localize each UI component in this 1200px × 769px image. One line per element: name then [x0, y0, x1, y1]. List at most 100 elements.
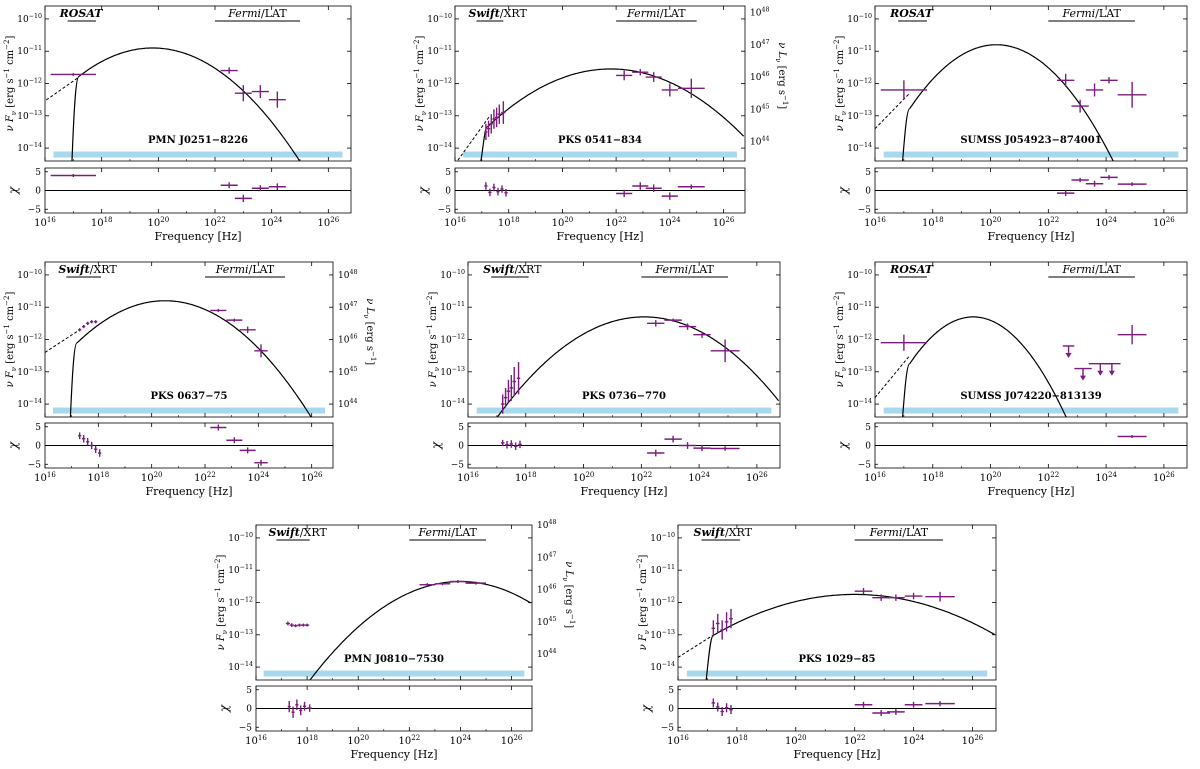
chi-tick-label: 5	[865, 168, 871, 178]
right-tick-label: 1045	[537, 616, 556, 628]
y-tick-label: 10−13	[650, 629, 675, 641]
y-tick-label: 10−11	[847, 301, 872, 313]
unabsorbed-extrapolation	[45, 329, 80, 353]
upper-limit-arrow	[1080, 375, 1086, 381]
sed-data-point	[887, 594, 905, 601]
sed-data-point	[268, 91, 286, 108]
residual-point	[291, 706, 295, 718]
chi-tick-label: 5	[246, 686, 252, 696]
residual-point	[226, 437, 243, 444]
right-tick-label: 1044	[537, 648, 556, 660]
x-tick-label: 1018	[922, 216, 944, 229]
residual-point	[904, 701, 923, 708]
residual-point	[295, 699, 299, 710]
xray-instrument-label: ROSAT	[889, 7, 934, 20]
sed-data-point	[925, 591, 955, 602]
y-tick-label: 10−12	[228, 597, 253, 609]
absorbed-model-curve	[69, 342, 78, 417]
sed-data-point	[632, 68, 649, 76]
sed-data-point	[1117, 324, 1147, 345]
upper-limit	[1062, 345, 1075, 358]
x-tick-label: 1020	[552, 216, 574, 229]
x-tick-label: 1024	[1095, 471, 1117, 484]
residual-point	[505, 441, 509, 449]
chi-tick-label: 0	[865, 442, 871, 452]
sed-data-point	[301, 623, 306, 627]
chi-axis-label: χ	[416, 186, 430, 195]
x-tick-label: 1026	[1153, 216, 1175, 229]
residual-point	[677, 184, 705, 189]
right-tick-label: 1044	[338, 398, 357, 410]
sed-data-point	[234, 85, 252, 102]
sed-data-point	[492, 109, 496, 129]
residual-point	[496, 187, 500, 196]
y-axis-label: ν Fν [erg s−1 cm−2]	[833, 36, 848, 132]
x-tick-label: 1026	[746, 471, 768, 484]
residual-point	[234, 194, 252, 203]
chi-tick-label: 0	[246, 705, 252, 715]
y-axis-label: ν Fν [erg s−1 cm−2]	[3, 36, 18, 132]
y-axis-label: ν Fν [erg s−1 cm−2]	[3, 292, 18, 388]
y-tick-label: 10−14	[650, 661, 675, 673]
x-tick-label: 1022	[605, 216, 627, 229]
chi-tick-label: 5	[668, 686, 674, 696]
sed-panel: 1016 1018 1020 1022 1024 1026 10−14 10−13 10−12 1…	[3, 261, 377, 498]
x-tick-label: 1018	[922, 471, 944, 484]
residual-point	[488, 188, 492, 197]
sed-data-point	[693, 331, 711, 338]
sensitivity-band	[53, 151, 343, 158]
x-axis-label: Frequency [Hz]	[155, 230, 242, 243]
residual-point	[303, 701, 307, 711]
x-tick-label: 1026	[501, 734, 523, 747]
x-tick-label: 1022	[1038, 216, 1060, 229]
sed-data-point	[239, 326, 256, 334]
upper-limit-arrow	[1065, 352, 1072, 358]
sed-data-point	[82, 324, 86, 329]
sed-data-point	[210, 308, 227, 313]
sensitivity-band	[463, 151, 737, 158]
sed-data-point	[450, 580, 466, 584]
sed-data-point	[1071, 99, 1089, 113]
sensitivity-band	[686, 670, 988, 677]
y-tick-label: 10−10	[17, 269, 42, 281]
x-tick-label: 1020	[785, 734, 807, 747]
sed-data-point	[434, 582, 451, 586]
chi-tick-label: −5	[858, 205, 872, 215]
residual-point	[729, 705, 733, 715]
residual-point	[98, 449, 102, 457]
sed-data-point	[495, 107, 499, 128]
sed-data-point	[678, 323, 697, 330]
y-tick-label: 10−11	[847, 45, 872, 57]
x-tick-label: 1024	[1095, 216, 1117, 229]
sed-data-point	[509, 375, 514, 401]
y-tick-label: 10−10	[228, 532, 253, 544]
residual-point	[78, 432, 82, 440]
chi-tick-label: −5	[239, 723, 253, 733]
y-axis-label: ν Fν [erg s−1 cm−2]	[426, 292, 441, 388]
x-tick-label: 1022	[844, 734, 866, 747]
chi-tick-label: −5	[28, 460, 42, 470]
sed-data-point	[904, 592, 923, 600]
sed-panel: 1016 1018 1020 1022 1024 1026 10−14 10−13 10−12 1…	[833, 261, 1188, 498]
x-axis-label: Frequency [Hz]	[988, 485, 1075, 498]
y-tick-label: 10−10	[17, 13, 42, 25]
residual-point	[500, 185, 504, 193]
sed-panel: 1016 1018 1020 1022 1024 1026 10−14 10−13 10−12 1…	[833, 5, 1188, 243]
x-tick-label: 1016	[667, 734, 689, 747]
gamma-instrument-label: Fermi/LAT	[1061, 7, 1121, 20]
xray-instrument-label: Swift/XRT	[468, 7, 527, 20]
unabsorbed-extrapolation	[45, 76, 80, 102]
y-tick-label: 10−12	[17, 334, 42, 346]
sed-data-point	[465, 581, 486, 585]
sed-data-point	[512, 366, 516, 397]
sed-data-point	[484, 123, 488, 141]
sensitivity-band	[883, 407, 1179, 414]
residual-point	[678, 442, 697, 449]
x-tick-label: 1024	[261, 216, 283, 229]
sed-data-point	[854, 587, 873, 595]
x-tick-label: 1020	[141, 471, 163, 484]
y-tick-label: 10−10	[847, 13, 872, 25]
sed-data-point	[647, 320, 665, 327]
residual-point	[664, 435, 682, 443]
chi-tick-label: 5	[35, 423, 41, 433]
